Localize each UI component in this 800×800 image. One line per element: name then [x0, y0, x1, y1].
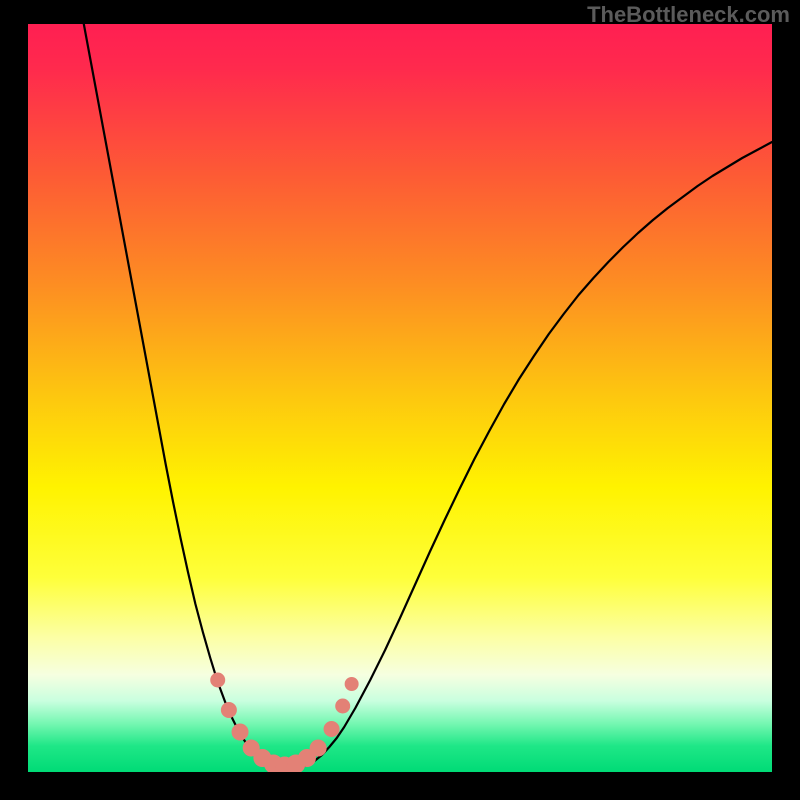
gradient-background	[28, 24, 772, 772]
marker-point	[221, 703, 236, 718]
marker-point	[310, 740, 326, 756]
marker-point	[345, 678, 358, 691]
chart-container: TheBottleneck.com	[0, 0, 800, 800]
marker-point	[324, 722, 339, 737]
marker-point	[211, 673, 225, 687]
watermark-text: TheBottleneck.com	[587, 2, 790, 28]
bottleneck-v-curve-chart	[0, 0, 800, 800]
marker-point	[336, 699, 350, 713]
marker-point	[232, 724, 248, 740]
